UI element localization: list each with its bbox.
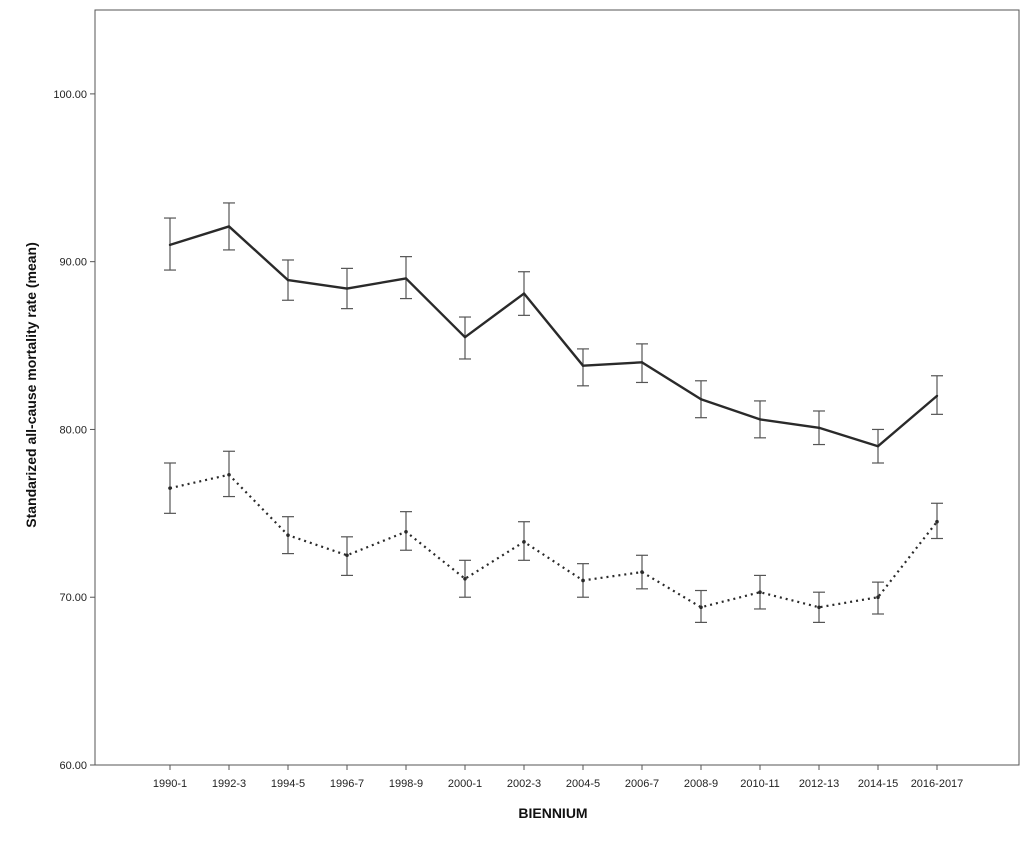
data-point xyxy=(345,553,349,558)
y-axis-title: Standarized all-cause mortality rate (me… xyxy=(23,242,39,528)
data-point xyxy=(581,364,585,367)
data-point xyxy=(522,292,526,295)
data-point xyxy=(404,277,408,280)
data-point xyxy=(758,590,762,594)
data-point xyxy=(286,533,290,537)
data-point xyxy=(876,445,880,448)
data-point xyxy=(522,540,526,544)
data-point xyxy=(876,595,880,600)
data-point xyxy=(758,418,762,421)
x-tick-label: 1992-3 xyxy=(212,778,246,790)
error-bar xyxy=(577,348,589,387)
y-tick-label: 70.00 xyxy=(59,592,87,604)
series-2 xyxy=(164,450,943,623)
x-tick-label: 1996-7 xyxy=(330,778,364,790)
series-line xyxy=(169,473,938,609)
data-point xyxy=(286,278,290,282)
series-line xyxy=(169,225,938,448)
x-tick-label: 2016-2017 xyxy=(911,778,964,790)
x-tick-label: 1998-9 xyxy=(389,778,423,790)
data-point xyxy=(227,225,231,228)
x-tick-label: 2004-5 xyxy=(566,778,600,790)
data-point xyxy=(640,361,644,364)
x-tick-label: 2012-13 xyxy=(799,778,839,790)
data-point xyxy=(581,578,585,583)
data-point xyxy=(935,394,939,398)
data-point xyxy=(817,426,821,429)
x-tick-label: 2014-15 xyxy=(858,778,898,790)
data-point xyxy=(168,243,172,247)
y-axis: 60.00 70.00 80.00 90.00 100.00 xyxy=(53,89,95,772)
x-tick-label: 2002-3 xyxy=(507,778,541,790)
data-point xyxy=(463,335,467,339)
y-tick-label: 60.00 xyxy=(59,760,87,772)
data-point xyxy=(404,529,408,534)
data-point xyxy=(227,472,231,477)
data-point xyxy=(699,605,703,610)
x-tick-label: 2006-7 xyxy=(625,778,659,790)
data-point xyxy=(640,570,644,574)
y-tick-label: 90.00 xyxy=(59,257,87,269)
data-point xyxy=(935,519,939,524)
x-tick-label: 2010-11 xyxy=(740,778,780,790)
x-tick-label: 2000-1 xyxy=(448,778,482,790)
series-1 xyxy=(164,202,943,464)
data-point xyxy=(699,398,703,401)
x-axis: 1990-1 1992-3 1994-5 1996-7 1998-9 2000-1 2002… xyxy=(153,765,963,790)
x-tick-label: 2008-9 xyxy=(684,778,718,790)
data-point xyxy=(817,605,821,610)
y-tick-label: 100.00 xyxy=(53,89,87,101)
x-tick-label: 1994-5 xyxy=(271,778,305,790)
x-axis-title: BIENNIUM xyxy=(518,805,587,821)
x-tick-label: 1990-1 xyxy=(153,778,187,790)
data-point xyxy=(463,576,467,581)
plot-frame xyxy=(94,9,1020,766)
series-layer xyxy=(164,202,943,623)
y-tick-label: 80.00 xyxy=(59,424,87,436)
data-point xyxy=(168,486,172,490)
data-point xyxy=(345,287,349,290)
